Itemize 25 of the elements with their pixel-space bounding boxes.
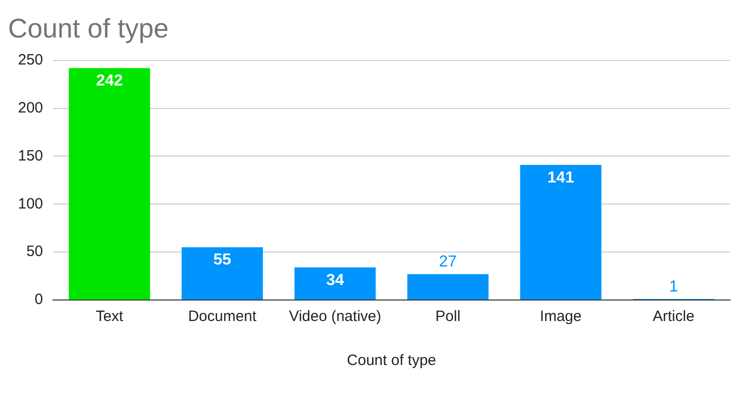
y-tick-label: 250 (18, 52, 44, 69)
chart-title: Count of type (8, 14, 169, 44)
y-tick-label: 200 (18, 99, 44, 116)
data-label: 34 (326, 272, 344, 289)
y-tick-label: 150 (18, 147, 44, 164)
x-axis-title: Count of type (346, 352, 436, 370)
data-label: 141 (547, 169, 574, 186)
x-tick-label: Document (188, 308, 258, 326)
data-label: 1 (669, 278, 678, 296)
x-tick-label: Text (96, 308, 124, 326)
data-label: 55 (213, 252, 232, 269)
bar (407, 274, 489, 300)
x-tick-label: Article (652, 308, 694, 326)
x-tick-label: Image (540, 308, 582, 326)
y-tick-label: 0 (34, 291, 44, 308)
x-tick-label: Video (native) (288, 308, 382, 326)
bar (520, 164, 602, 300)
data-label: 242 (96, 72, 123, 90)
bar (182, 247, 263, 300)
y-tick-label: 100 (18, 195, 44, 212)
x-tick-label: Poll (435, 308, 460, 326)
data-label: 27 (439, 254, 457, 271)
bar (294, 267, 376, 300)
y-tick-label: 50 (26, 243, 44, 260)
bar (68, 68, 150, 300)
